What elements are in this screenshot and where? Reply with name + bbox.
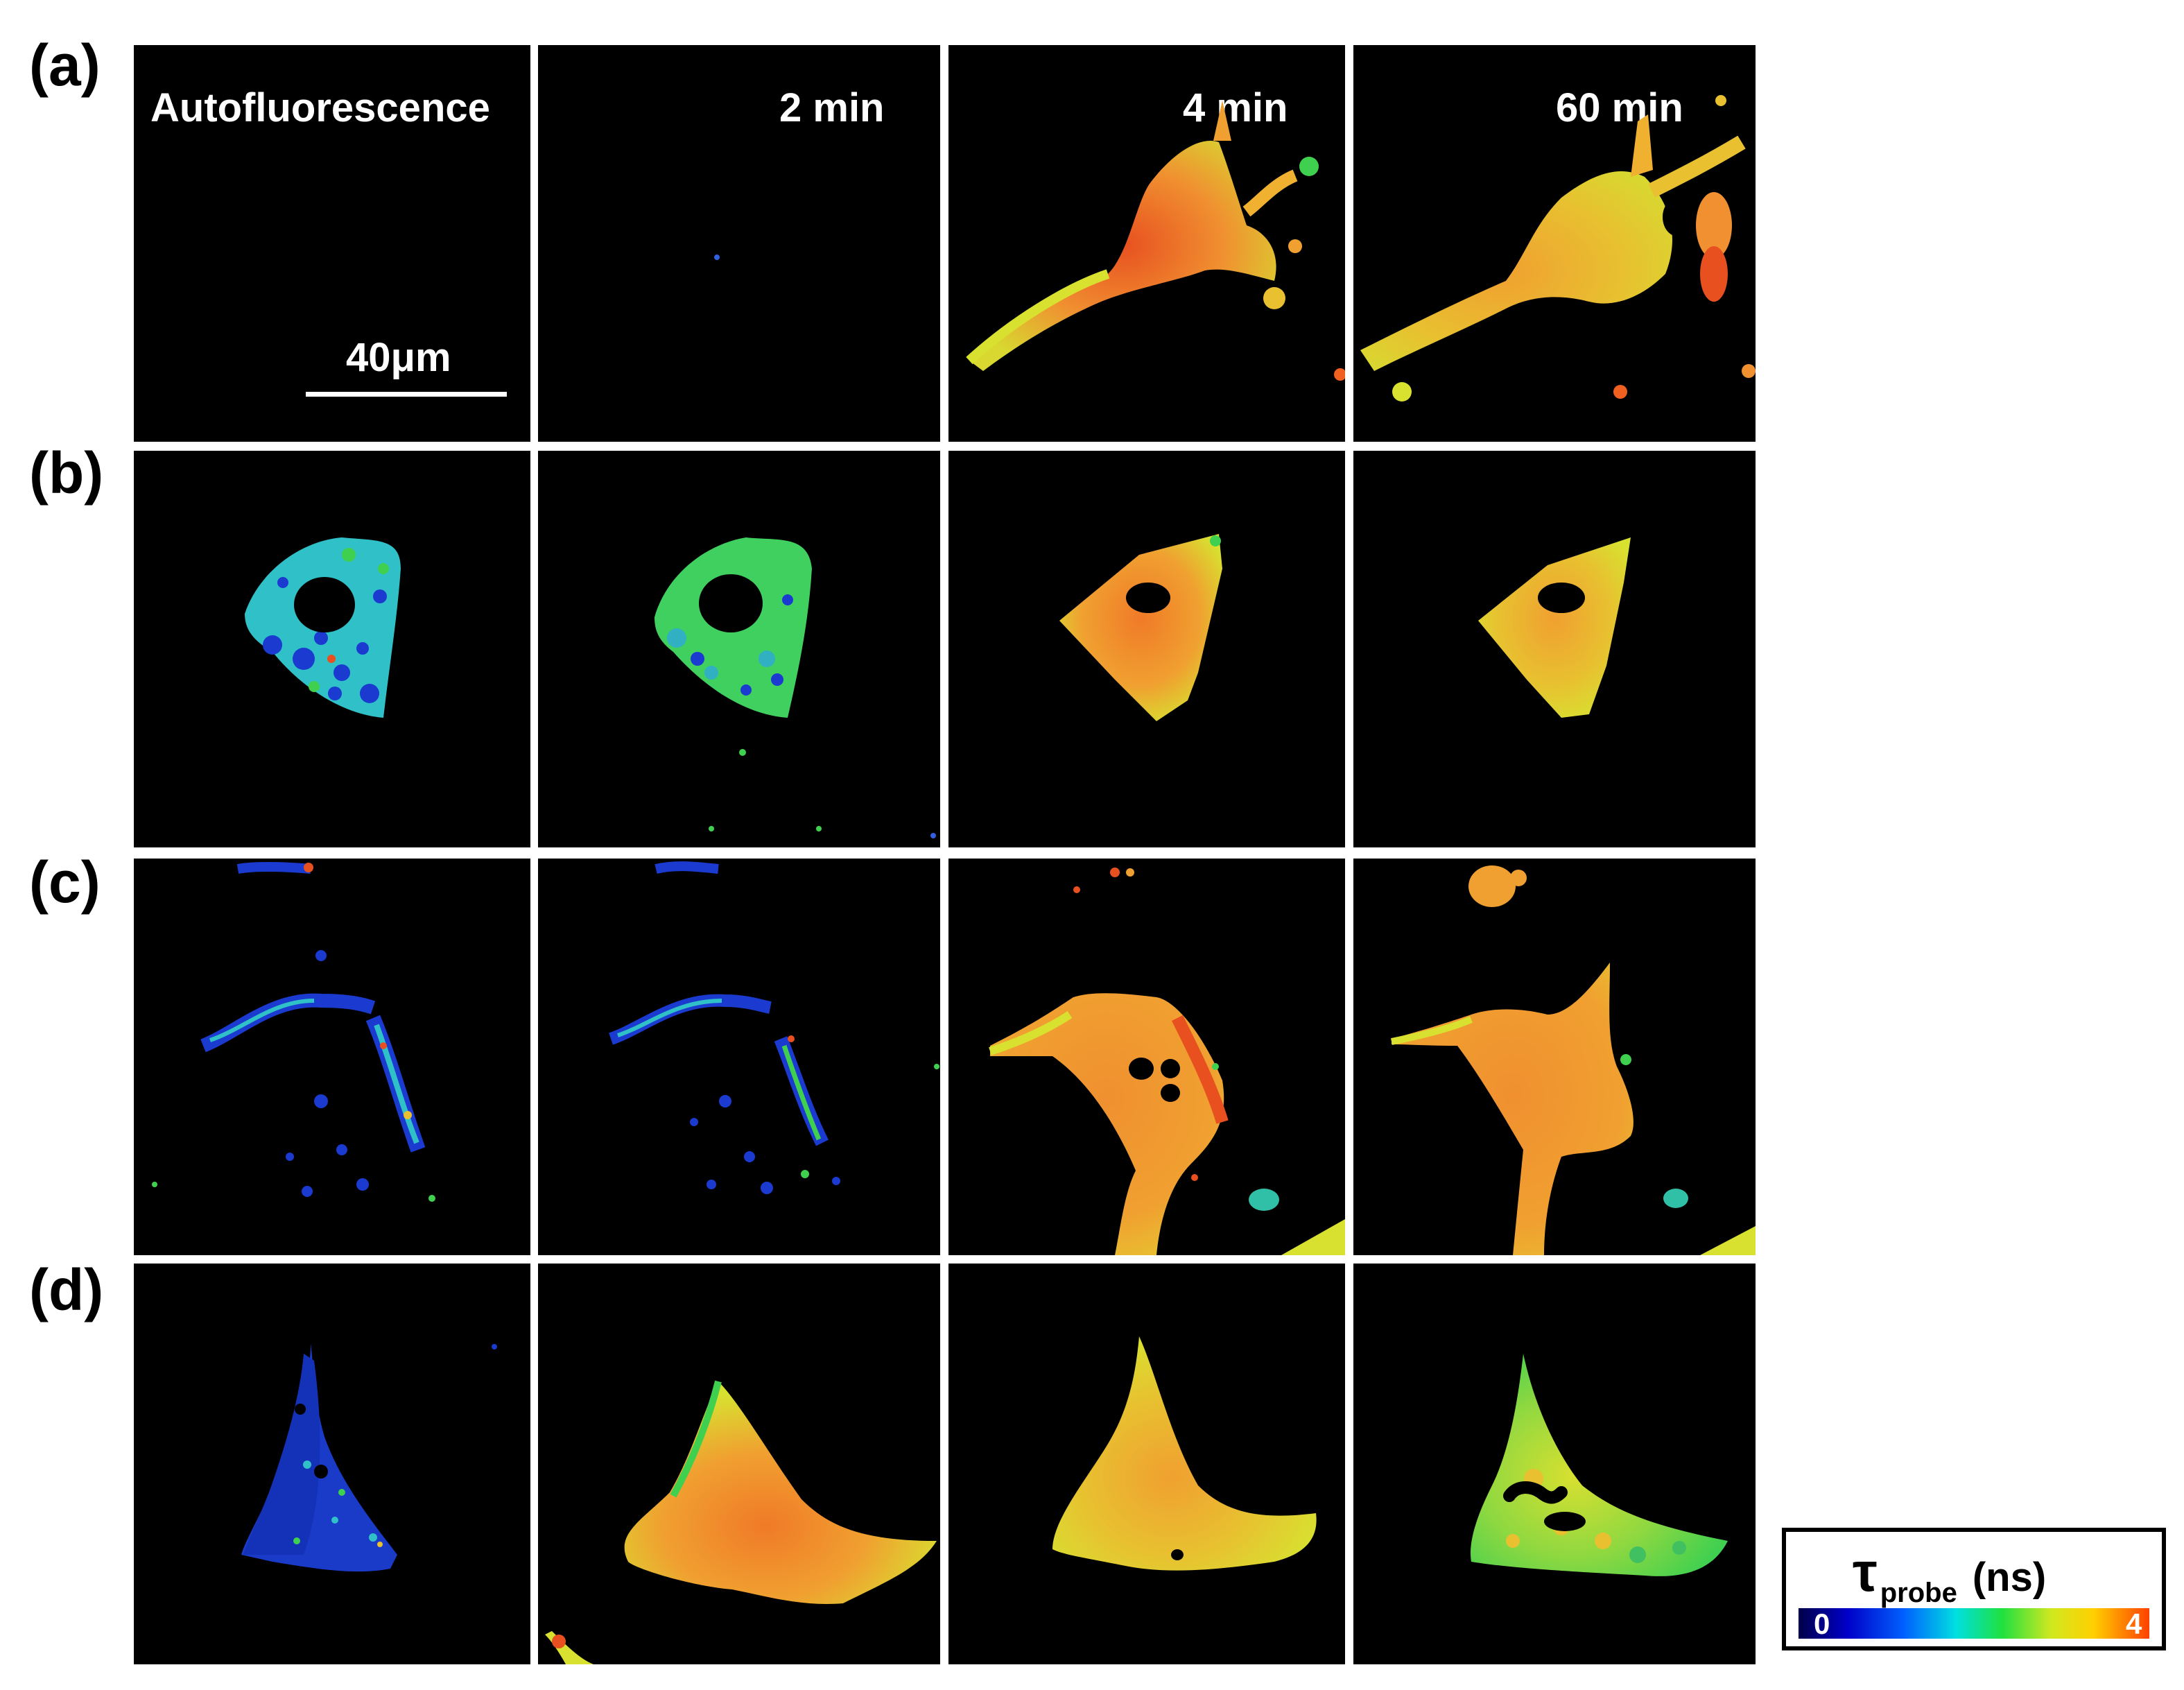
colorbar-symbol: τ (1853, 1541, 1878, 1603)
panel-a-60min: 60 min (1353, 45, 1756, 442)
scale-bar (306, 392, 507, 397)
panel-d-2min (538, 1264, 940, 1664)
row-label-b: (b) (29, 440, 104, 506)
cell-image-c-autofluorescence (152, 861, 435, 1202)
panel-b-autofluorescence (134, 451, 530, 847)
panel-c-autofluorescence (134, 859, 530, 1255)
cell-image-d-autofluorescence (241, 1343, 497, 1572)
cell-image-a-2min (714, 255, 720, 260)
row-label-c: (c) (29, 850, 101, 915)
cell-image-c-2min (608, 861, 939, 1194)
panel-b-2min (538, 451, 940, 847)
panel-a-2min: 2 min (538, 45, 940, 442)
colorbar-max-label: 4 (2126, 1607, 2142, 1640)
panel-d-60min (1353, 1264, 1756, 1664)
row-label-a: (a) (29, 33, 101, 98)
cell-image-a-4min (966, 101, 1345, 381)
colorbar-title: τ probe (ns) (1853, 1544, 2046, 1607)
cell-image-d-4min (1052, 1336, 1317, 1571)
cell-image-d-2min (545, 1380, 937, 1664)
cell-image-c-60min (1391, 865, 1756, 1255)
colorbar-gradient (1799, 1608, 2149, 1639)
panel-a-4min: 4 min (948, 45, 1345, 442)
column-title-2min: 2 min (779, 85, 885, 130)
colorbar-legend: τ probe (ns) 0 4 (1782, 1528, 2166, 1650)
column-title-autofluorescence: Autofluorescence (150, 85, 490, 130)
panel-a-autofluorescence: Autofluorescence 40μm (134, 45, 530, 442)
cell-image-c-4min (989, 868, 1345, 1255)
panel-b-60min (1353, 451, 1756, 847)
panel-c-60min (1353, 859, 1756, 1255)
panel-c-2min (538, 859, 940, 1255)
cell-image-b-2min (655, 537, 936, 838)
cell-image-d-60min (1471, 1354, 1728, 1576)
cell-image-b-autofluorescence (245, 537, 401, 718)
colorbar-subscript: probe (1880, 1578, 1957, 1608)
panel-c-4min (948, 859, 1345, 1255)
column-title-4min: 4 min (1183, 85, 1288, 130)
panel-d-4min (948, 1264, 1345, 1664)
cell-image-b-4min (1059, 534, 1222, 721)
cell-image-a-60min (1360, 95, 1756, 402)
column-title-60min: 60 min (1556, 85, 1683, 130)
panel-d-autofluorescence (134, 1264, 530, 1664)
panel-b-4min (948, 451, 1345, 847)
scale-bar-label: 40μm (346, 335, 451, 380)
colorbar-min-label: 0 (1814, 1607, 1830, 1640)
colorbar-unit: (ns) (1972, 1555, 2047, 1600)
row-label-d: (d) (29, 1257, 104, 1322)
cell-image-b-60min (1478, 537, 1631, 718)
